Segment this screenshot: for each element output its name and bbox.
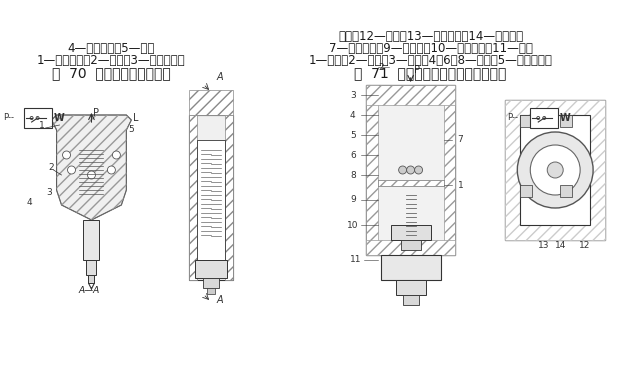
Text: 1: 1 [458,180,464,190]
Bar [391,225,431,240]
Circle shape [415,166,422,174]
Circle shape [399,166,406,174]
Circle shape [112,151,121,159]
Text: L: L [133,113,139,123]
Text: 7: 7 [458,135,464,145]
Circle shape [518,132,593,208]
Text: 1—杠杆；2—薄膜；3—柱塞；4、6、8—钢球；5—钢球弹簧；: 1—杠杆；2—薄膜；3—柱塞；4、6、8—钢球；5—钢球弹簧； [309,53,552,67]
Bar [225,115,233,280]
Text: 5: 5 [350,131,356,139]
Text: A: A [216,295,223,305]
Circle shape [67,166,76,174]
Text: 2: 2 [49,163,55,172]
Bar [23,108,51,128]
Bar [207,288,215,294]
Bar [401,240,420,250]
Bar [88,275,95,283]
Text: 12: 12 [580,241,591,250]
Text: P: P [413,65,420,75]
Text: A: A [216,72,223,82]
Text: 4: 4 [27,198,32,207]
Bar [443,85,455,255]
Circle shape [547,162,563,178]
Bar [560,185,572,197]
Bar [520,185,532,197]
Text: P--: P-- [3,113,14,123]
Circle shape [530,145,580,195]
Text: 图  71  薄膜式（膜片式）压力继电器: 图 71 薄膜式（膜片式）压力继电器 [354,66,507,80]
Text: 1: 1 [39,121,44,130]
Bar [189,115,233,280]
Text: 1—限位挡头；2—顶杆；3—调节螺丝；: 1—限位挡头；2—顶杆；3—调节螺丝； [37,53,185,67]
Bar [520,115,590,225]
Bar [366,240,455,255]
Bar [189,115,197,280]
Text: 5: 5 [128,125,134,134]
Text: 8: 8 [350,170,356,180]
Bar [366,85,378,255]
Text: 14: 14 [554,241,566,250]
Bar [560,115,572,127]
Text: 9: 9 [350,195,356,205]
Bar [189,90,233,115]
Circle shape [406,166,415,174]
Bar [378,180,443,186]
Bar [520,115,532,127]
Bar [197,140,225,260]
Text: P--: P-- [507,113,518,123]
Circle shape [543,117,545,120]
Bar [505,100,605,240]
Bar [83,220,100,260]
Bar [195,260,227,278]
Text: 11: 11 [350,255,361,265]
Text: 6: 6 [350,151,356,159]
Bar [505,100,605,240]
Text: 13: 13 [537,241,549,250]
Text: 2: 2 [378,63,384,71]
Bar [530,108,558,128]
Circle shape [107,166,116,174]
Text: 4: 4 [350,110,356,120]
Circle shape [36,117,39,120]
Circle shape [30,117,33,120]
Text: 3: 3 [350,91,356,99]
Text: P: P [93,108,100,118]
Text: 3: 3 [47,188,53,197]
Bar [366,85,455,105]
Bar [396,280,425,295]
Circle shape [62,151,70,159]
Text: W: W [53,113,64,123]
Text: A—A: A—A [79,286,100,295]
Bar [378,180,443,186]
Polygon shape [51,115,131,220]
Bar [86,260,97,275]
Bar [203,278,219,288]
Circle shape [88,171,95,179]
Text: 螺钉；12—销轴；13—连接螺钉；14—微动开关: 螺钉；12—销轴；13—连接螺钉；14—微动开关 [338,29,523,42]
Bar [366,85,455,255]
Circle shape [537,117,540,120]
Text: 10: 10 [347,220,359,230]
Text: 4—微动开关；5—柱塞: 4—微动开关；5—柱塞 [68,42,155,54]
Bar [403,295,418,305]
Text: W: W [560,113,571,123]
Bar [381,255,441,280]
Text: 7—调节螺钉；9—弹簧座；10—调压弹簧；11—调节: 7—调节螺钉；9—弹簧座；10—调压弹簧；11—调节 [328,42,533,54]
Text: 图  70  单柱塞式压力继电器: 图 70 单柱塞式压力继电器 [52,66,171,80]
